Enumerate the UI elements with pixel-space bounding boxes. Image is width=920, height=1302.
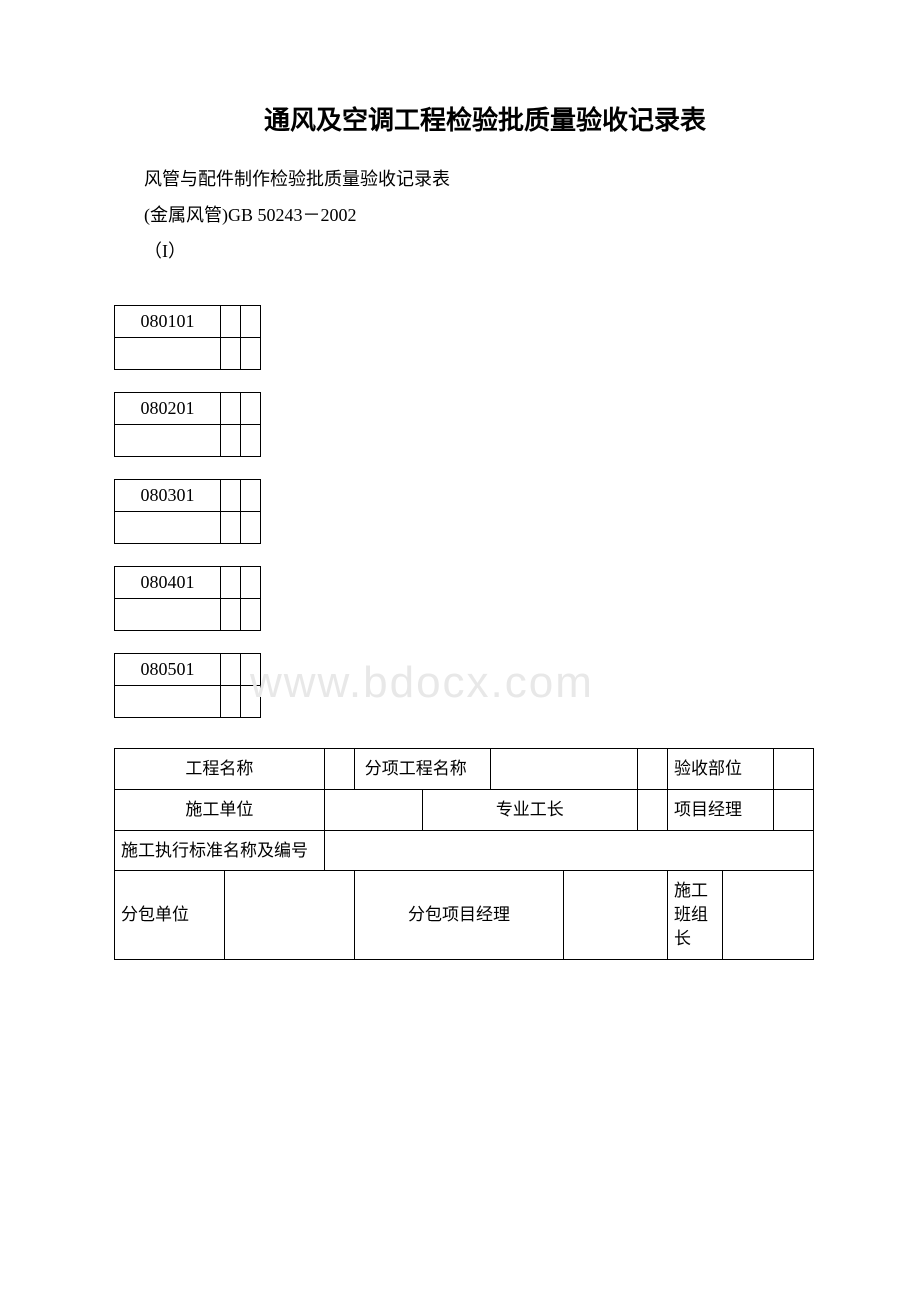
empty-cell [241,306,261,338]
subtitle-line-1: 风管与配件制作检验批质量验收记录表 [144,161,810,197]
empty-cell [241,654,261,686]
empty-cell [225,871,355,959]
empty-cell [241,512,261,544]
empty-cell [637,789,667,830]
empty-cell [774,749,814,790]
code-cell: 080501 [115,654,221,686]
subtitle-block: 风管与配件制作检验批质量验收记录表 (金属风管)GB 50243－2002 （I… [110,161,810,269]
subtitle-line-2: (金属风管)GB 50243－2002 [144,197,810,233]
empty-cell [241,338,261,370]
label-subcontract-pm: 分包项目经理 [354,871,564,959]
empty-cell [115,599,221,631]
empty-cell [221,306,241,338]
table-row: 工程名称 分项工程名称 验收部位 [115,749,814,790]
code-cell: 080101 [115,306,221,338]
empty-cell [221,480,241,512]
subtitle-line-3: （I） [144,233,810,269]
code-table-1: 080101 [114,305,261,370]
empty-cell [241,393,261,425]
code-cell: 080301 [115,480,221,512]
label-subcontract-unit: 分包单位 [115,871,225,959]
table-row: 施工单位 专业工长 项目经理 [115,789,814,830]
empty-cell [221,686,241,718]
label-foreman: 专业工长 [422,789,637,830]
empty-cell [221,599,241,631]
empty-cell [221,567,241,599]
empty-cell [221,654,241,686]
empty-cell [221,512,241,544]
code-table-2: 080201 [114,392,261,457]
empty-cell [241,425,261,457]
table-row: 施工执行标准名称及编号 [115,830,814,871]
empty-cell [564,871,668,959]
code-table-5: 080501 [114,653,261,718]
label-team-leader: 施工班组长 [667,871,722,959]
label-subitem-name: 分项工程名称 [354,749,490,790]
empty-cell [637,749,667,790]
label-project-manager: 项目经理 [667,789,773,830]
empty-cell [324,749,354,790]
empty-cell [774,789,814,830]
table-row: 分包单位 分包项目经理 施工班组长 [115,871,814,959]
empty-cell [221,393,241,425]
empty-cell [490,749,637,790]
empty-cell [221,425,241,457]
label-accept-position: 验收部位 [667,749,773,790]
empty-cell [115,512,221,544]
empty-cell [221,338,241,370]
label-project-name: 工程名称 [115,749,325,790]
code-cell: 080201 [115,393,221,425]
empty-cell [115,338,221,370]
label-standard-name-number: 施工执行标准名称及编号 [115,830,325,871]
empty-cell [324,789,422,830]
empty-cell [115,425,221,457]
code-table-4: 080401 [114,566,261,631]
main-table-wrap: 工程名称 分项工程名称 验收部位 施工单位 专业工长 项目经理 施工执行标准名称… [110,748,810,960]
code-cell: 080401 [115,567,221,599]
document-title: 通风及空调工程检验批质量验收记录表 [110,100,810,137]
empty-cell [241,686,261,718]
empty-cell [241,480,261,512]
empty-cell [241,567,261,599]
code-tables-block: 080101 080201 080301 [110,305,810,718]
empty-cell [324,830,813,871]
label-construction-unit: 施工单位 [115,789,325,830]
empty-cell [241,599,261,631]
code-table-3: 080301 [114,479,261,544]
empty-cell [115,686,221,718]
empty-cell [722,871,813,959]
main-table: 工程名称 分项工程名称 验收部位 施工单位 专业工长 项目经理 施工执行标准名称… [114,748,814,960]
